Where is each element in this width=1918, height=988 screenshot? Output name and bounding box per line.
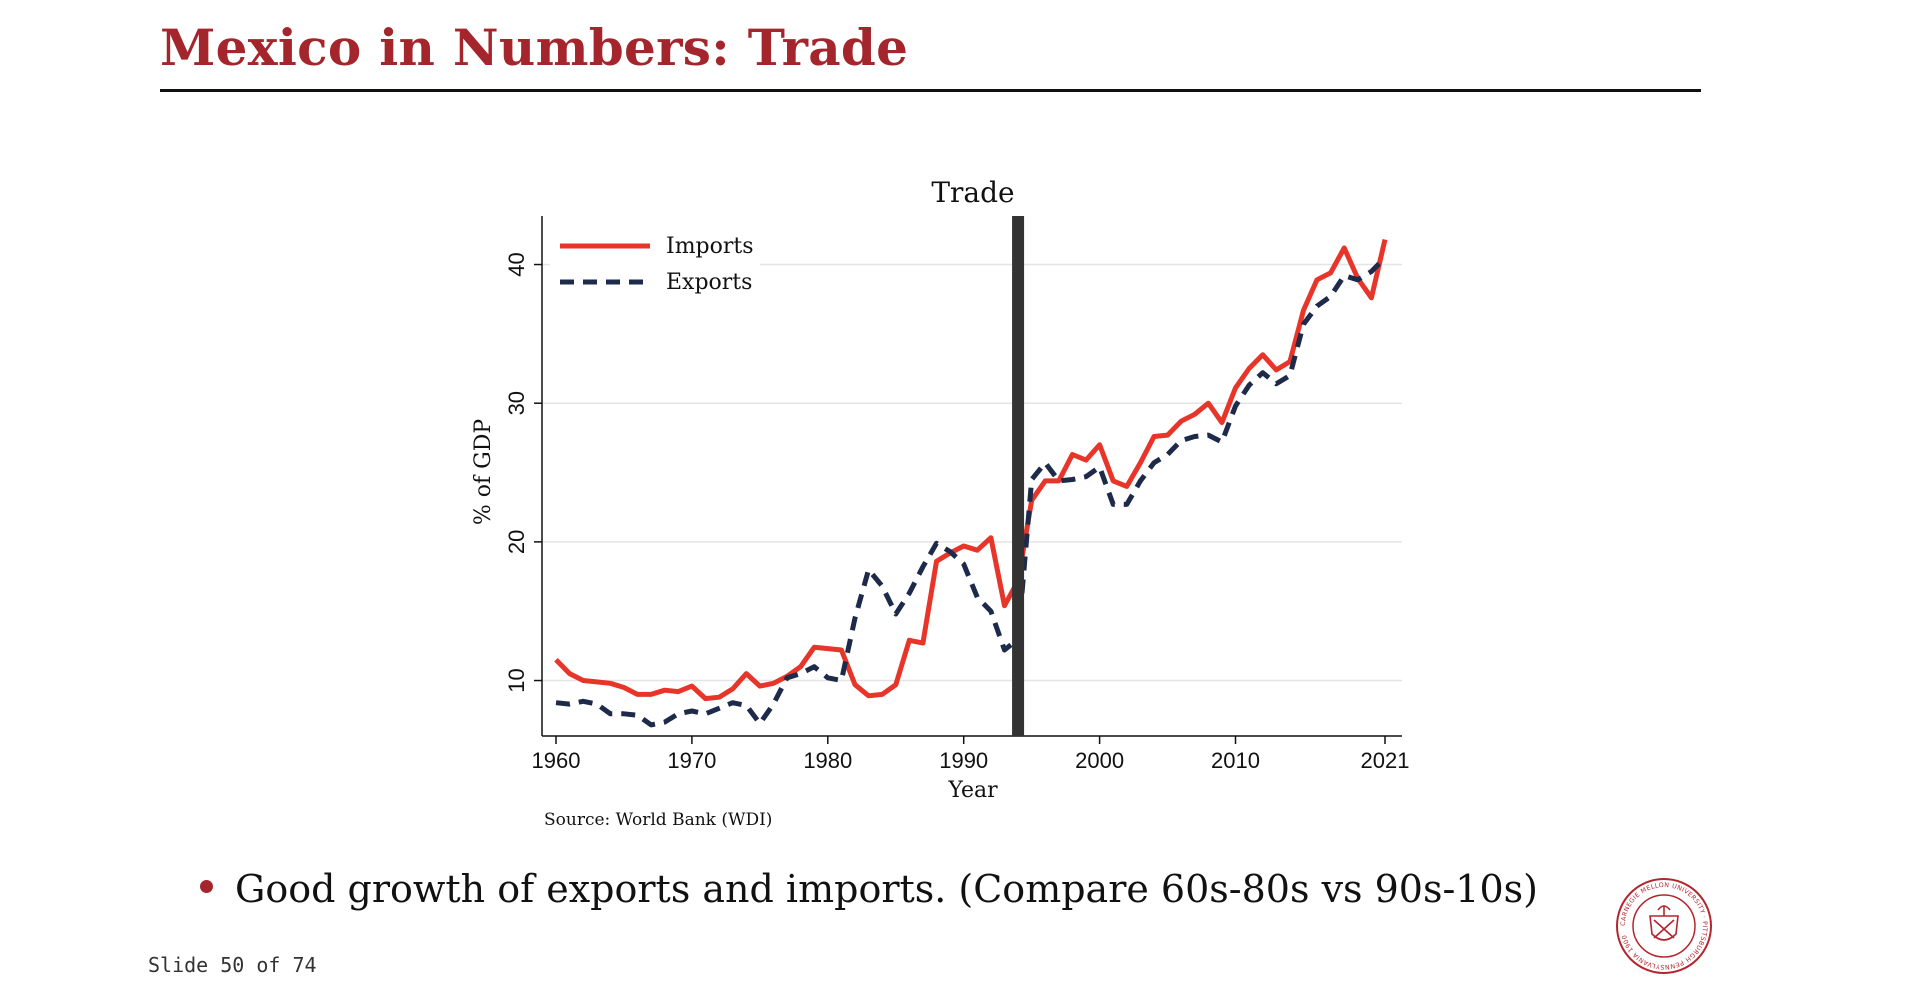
- x-tick-label: 2000: [1075, 748, 1124, 773]
- nafta-1994-marker: [1012, 216, 1025, 736]
- bullet-dot: [200, 879, 213, 893]
- y-tick-label: 30: [504, 391, 529, 415]
- x-tick-label: 1970: [667, 748, 716, 773]
- cmu-seal-logo: CARNEGIE MELLON UNIVERSITY · PITTSBURGH …: [1616, 878, 1712, 974]
- x-tick-label: 1990: [939, 748, 988, 773]
- y-axis-label: % of GDP: [471, 419, 496, 525]
- legend-box: [550, 228, 760, 300]
- slide-title: Mexico in Numbers: Trade: [160, 18, 909, 77]
- bullet-text: Good growth of exports and imports. (Com…: [235, 867, 1538, 911]
- legend-label-exports: Exports: [666, 270, 752, 295]
- legend: Imports Exports: [550, 228, 760, 300]
- source-note: Source: World Bank (WDI): [544, 810, 772, 830]
- legend-label-imports: Imports: [666, 234, 754, 259]
- y-tick-label: 20: [504, 530, 529, 554]
- x-tick-label: 2021: [1361, 748, 1410, 773]
- y-tick-label: 10: [504, 668, 529, 692]
- title-rule: [160, 89, 1701, 92]
- series-line-exports: [555, 255, 1387, 728]
- bullet-item: Good growth of exports and imports. (Com…: [200, 867, 1538, 911]
- x-tick-label: 2010: [1211, 748, 1260, 773]
- x-tick-label: 1960: [532, 748, 581, 773]
- series-line-imports: [554, 239, 1388, 702]
- gridlines: [542, 263, 1402, 682]
- slide-number: Slide 50 of 74: [148, 953, 317, 977]
- axes: 10 20 30 40 1960 1970 1980 1990 2000 2010 2021: [504, 216, 1409, 773]
- y-tick-label: 40: [504, 252, 529, 276]
- series: [554, 239, 1388, 728]
- x-axis-label: Year: [947, 778, 998, 803]
- chart-title: Trade: [931, 176, 1014, 209]
- x-tick-label: 1980: [803, 748, 852, 773]
